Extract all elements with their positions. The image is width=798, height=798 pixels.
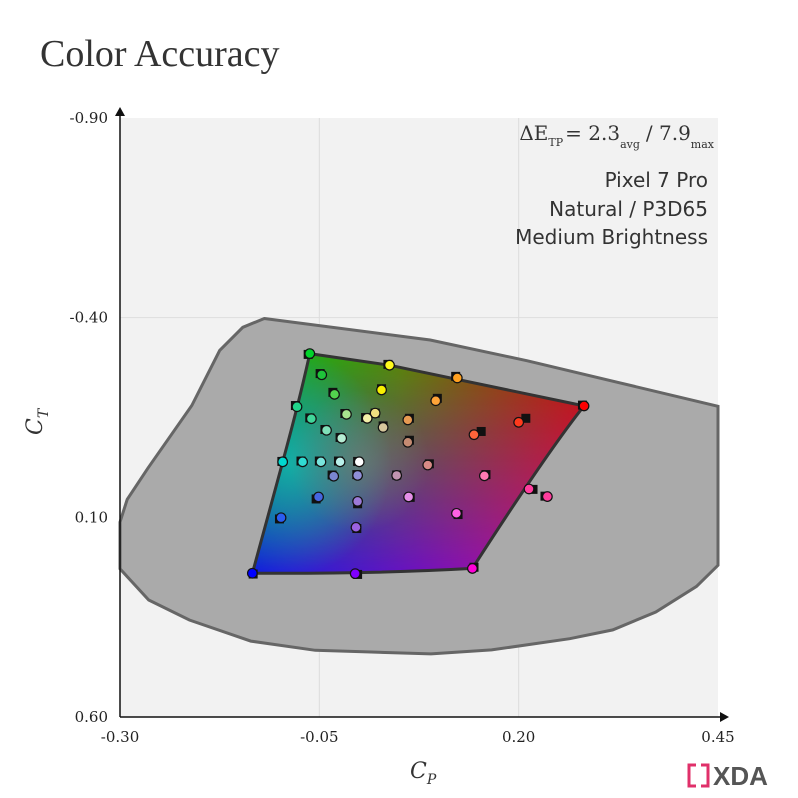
measured-point (336, 432, 348, 444)
x-tick-label: -0.05 (300, 728, 338, 746)
measured-point (402, 436, 414, 448)
gamut-outline (250, 351, 587, 575)
x-axis-label-sub: P (426, 772, 437, 788)
measured-point (297, 456, 308, 468)
x-tick-label: -0.30 (101, 728, 139, 746)
measured-point (291, 401, 303, 413)
measured-point (353, 456, 365, 468)
measured-point (430, 395, 442, 407)
measured-point (352, 495, 364, 507)
target-marker (476, 426, 486, 436)
target-marker (521, 413, 531, 423)
measured-point (513, 416, 525, 428)
measured-point (391, 470, 403, 481)
measured-point (316, 369, 328, 381)
measured-point (321, 424, 332, 436)
x-axis-arrow-icon (720, 712, 729, 722)
delta-e-max-value: / 7.9 (646, 121, 691, 145)
measured-point (377, 422, 389, 433)
measured-point (349, 568, 361, 580)
measured-point (334, 456, 346, 468)
measured-point (384, 359, 395, 371)
chart-title: Color Accuracy (40, 33, 280, 75)
measured-point (304, 348, 316, 360)
measured-point (478, 470, 490, 482)
x-tick-labels: -0.30 -0.05 0.20 0.45 (101, 728, 735, 746)
measured-point (467, 563, 478, 574)
measured-point (315, 456, 327, 468)
xda-logo-bracket-icon (687, 763, 696, 788)
axes (115, 107, 729, 722)
measured-point (468, 429, 480, 441)
y-axis-arrow-icon (115, 107, 125, 116)
measured-point (402, 414, 414, 426)
x-axis-label: CP (410, 759, 437, 788)
measured-point (403, 491, 415, 503)
measured-point (523, 483, 535, 495)
delta-e-symbol: ΔE (519, 121, 548, 145)
measured-point (541, 491, 553, 502)
measured-point (578, 400, 590, 412)
y-axis-label: CT (23, 407, 52, 435)
y-tick-labels: -0.90 -0.40 0.10 0.60 (70, 109, 108, 726)
measured-point (369, 407, 381, 419)
measured-point (277, 456, 289, 468)
measured-point (376, 384, 387, 396)
y-tick-label: 0.10 (75, 508, 108, 526)
y-tick-label: -0.40 (70, 309, 108, 327)
brightness-setting: Medium Brightness (515, 225, 708, 249)
measured-point (361, 412, 373, 424)
delta-e-avg-label: avg (620, 138, 640, 151)
delta-e-annotation: ΔETP = 2.3avg / 7.9max (519, 121, 714, 151)
xda-logo-text: XDA (713, 761, 768, 791)
xda-logo-bracket-right-icon (701, 763, 710, 788)
y-axis-label-sub: T (36, 407, 52, 418)
measured-point (350, 521, 362, 533)
measured-point (422, 459, 434, 471)
measured-point (451, 372, 463, 384)
x-tick-label: 0.45 (701, 728, 734, 746)
delta-e-avg-value: = 2.3 (565, 121, 620, 145)
delta-e-max-label: max (691, 138, 715, 151)
measured-point (329, 388, 340, 400)
y-tick-label: 0.60 (75, 708, 108, 726)
measured-point (328, 470, 340, 482)
measured-point (305, 413, 317, 425)
x-axis-label-main: C (410, 759, 427, 784)
measured-point (352, 470, 364, 481)
color-profile: Natural / P3D65 (549, 197, 708, 221)
device-name: Pixel 7 Pro (605, 168, 708, 192)
x-tick-label: 0.20 (502, 728, 535, 746)
measured-points (246, 348, 590, 580)
y-axis-label-main: C (23, 418, 48, 435)
measured-point (246, 567, 258, 579)
measured-point (313, 491, 324, 503)
measured-point (275, 512, 287, 524)
xda-logo: XDA (687, 761, 768, 791)
measured-point (341, 408, 352, 420)
measured-point (451, 507, 462, 519)
delta-e-subscript: TP (548, 136, 563, 149)
y-tick-label: -0.90 (70, 109, 108, 127)
